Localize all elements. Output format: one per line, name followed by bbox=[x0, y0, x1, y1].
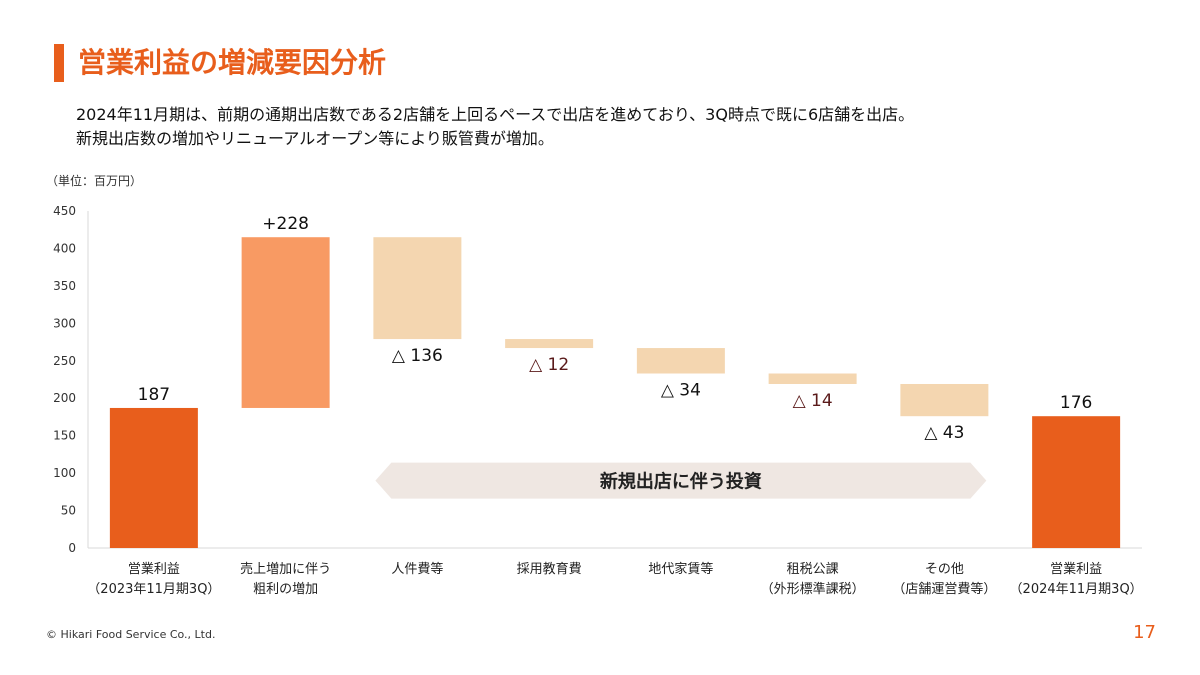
data-label-1: +228 bbox=[262, 214, 309, 234]
category-label-2-0: 人件費等 bbox=[391, 561, 443, 577]
annotation-arrow bbox=[375, 462, 987, 499]
bar-4 bbox=[636, 348, 725, 374]
description-line-1: 2024年11月期は、前期の通期出店数である2店舗を上回るペースで出店を進めてお… bbox=[76, 105, 915, 124]
category-label-7-1: （2024年11月期3Q） bbox=[1010, 582, 1143, 597]
description-line-2: 新規出店数の増加やリニューアルオープン等により販管費が増加。 bbox=[76, 129, 554, 148]
bar-2 bbox=[373, 237, 462, 340]
category-label-3-0: 採用教育費 bbox=[517, 561, 582, 577]
y-tick-label-350: 350 bbox=[53, 279, 76, 293]
page-title: 営業利益の増減要因分析 bbox=[78, 46, 387, 79]
category-label-6-0: その他 bbox=[925, 562, 964, 577]
bar-6 bbox=[900, 383, 989, 417]
y-tick-label-150: 150 bbox=[53, 429, 76, 443]
data-label-7: 176 bbox=[1060, 393, 1092, 413]
category-label-4-0: 地代家賃等 bbox=[648, 561, 713, 577]
data-label-2: △ 136 bbox=[392, 346, 443, 366]
y-tick-label-250: 250 bbox=[53, 354, 76, 368]
y-tick-label-450: 450 bbox=[53, 204, 76, 218]
y-tick-label-100: 100 bbox=[53, 466, 76, 480]
data-label-5: △ 14 bbox=[793, 391, 833, 411]
bar-0 bbox=[109, 407, 198, 548]
description: 2024年11月期は、前期の通期出店数である2店舗を上回るペースで出店を進めてお… bbox=[76, 103, 914, 151]
bar-3 bbox=[505, 339, 594, 349]
category-label-1-0: 売上増加に伴う bbox=[240, 561, 331, 577]
title-accent-bar bbox=[54, 44, 64, 82]
waterfall-chart: 0 50 100 150 200 250 300 350 400 450 187 +228 △ 136 △… bbox=[53, 204, 1143, 597]
annotation-label: 新規出店に伴う投資 bbox=[600, 471, 762, 493]
category-label-5-1: （外形標準課税） bbox=[761, 581, 865, 597]
data-label-3: △ 12 bbox=[529, 355, 569, 375]
data-label-6: △ 43 bbox=[924, 423, 964, 443]
category-label-5-0: 租税公課 bbox=[787, 561, 839, 577]
y-tick-label-400: 400 bbox=[53, 241, 76, 255]
bar-5 bbox=[768, 373, 857, 384]
y-tick-label-0: 0 bbox=[68, 541, 76, 555]
bar-7 bbox=[1032, 416, 1121, 548]
data-label-4: △ 34 bbox=[661, 381, 701, 401]
category-label-6-1: （店舗運営費等） bbox=[892, 581, 996, 597]
y-tick-label-200: 200 bbox=[53, 391, 76, 405]
category-label-0-1: （2023年11月期3Q） bbox=[87, 582, 220, 597]
y-tick-label-50: 50 bbox=[61, 504, 76, 518]
category-label-7-0: 営業利益 bbox=[1050, 561, 1102, 577]
copyright-footer: © Hikari Food Service Co., Ltd. bbox=[46, 628, 216, 641]
category-label-0-0: 営業利益 bbox=[128, 561, 180, 577]
data-label-0: 187 bbox=[138, 385, 170, 405]
category-label-1-1: 粗利の増加 bbox=[253, 582, 318, 597]
bar-1 bbox=[241, 237, 330, 408]
unit-label: （単位：百万円） bbox=[46, 174, 143, 188]
y-tick-label-300: 300 bbox=[53, 316, 76, 330]
page-number: 17 bbox=[1133, 622, 1156, 643]
